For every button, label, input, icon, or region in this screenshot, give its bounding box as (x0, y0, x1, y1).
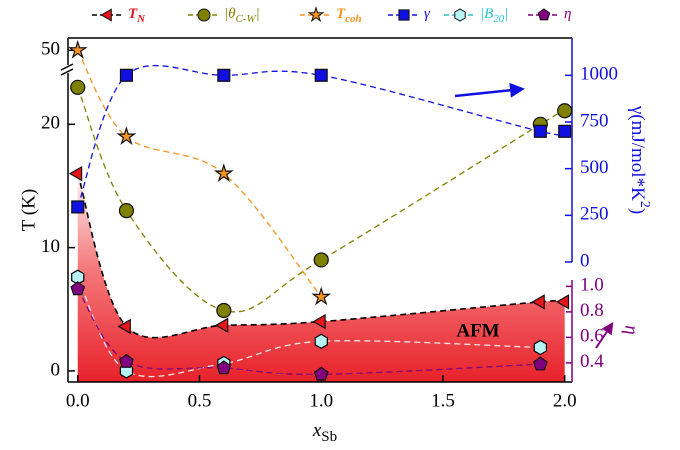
data-point (70, 281, 86, 296)
data-point (117, 318, 131, 335)
x-tick-label: 1.5 (431, 390, 455, 411)
legend-label: TN (128, 6, 146, 24)
text-part: coh (345, 13, 362, 25)
text-part: γ (424, 6, 431, 22)
y3-tick-label: 0.8 (580, 300, 604, 321)
data-point (71, 200, 85, 214)
text-part: T (128, 6, 138, 22)
y-tick-label: 0 (51, 359, 61, 380)
y-axis-label: T (K) (18, 189, 39, 231)
data-point (116, 126, 137, 145)
y3-tick-label: 0.4 (580, 351, 604, 372)
legend-marker (100, 8, 112, 22)
text-part: x (312, 420, 322, 441)
trend-curve (77, 288, 541, 376)
text-part: | (256, 6, 260, 22)
data-point (217, 68, 231, 82)
y-tick-label: 20 (41, 113, 60, 134)
x-tick-label: 0.5 (188, 390, 212, 411)
data-point (558, 124, 572, 138)
data-point (314, 68, 328, 82)
data-point (313, 252, 329, 268)
data-point (531, 294, 545, 310)
text-part: T (336, 6, 346, 22)
trend-curve (77, 87, 567, 313)
y-tick-label: 10 (41, 236, 60, 257)
y3-tick-label: 1.0 (580, 275, 604, 296)
x-tick-label: 1.0 (309, 390, 333, 411)
legend-label: η (564, 6, 571, 22)
text-part: |θ (224, 6, 236, 22)
data-point (119, 68, 133, 82)
data-point (314, 333, 328, 349)
text-part: ) (627, 208, 648, 214)
data-point (557, 103, 573, 119)
trend-curve (77, 276, 541, 378)
trend-curve (77, 50, 322, 298)
data-point (68, 165, 83, 182)
y2-axis-label: γ(mJ/mol*K2) (627, 105, 652, 214)
legend-marker (307, 6, 325, 23)
y2-tick-label: 0 (580, 250, 590, 271)
data-point (533, 124, 547, 138)
text-part: Sb (321, 429, 337, 445)
eta-arrow (595, 322, 614, 349)
data-point (118, 203, 135, 219)
data-point (216, 360, 232, 375)
text-part: | (504, 6, 508, 22)
data-point (119, 353, 134, 368)
x-tick-label: 0.0 (66, 390, 90, 411)
y3-axis-label: η (621, 325, 642, 334)
data-point (311, 286, 332, 306)
legend-label: Tcoh (336, 6, 362, 24)
axis-break (60, 68, 74, 76)
data-point (313, 366, 329, 381)
text-part: 2 (637, 201, 652, 208)
y2-tick-label: 1000 (580, 64, 618, 85)
data-point (214, 317, 229, 334)
data-point (312, 313, 326, 330)
y-tick-label: 50 (41, 39, 60, 60)
legend-label: |θC-W| (224, 6, 260, 24)
data-point (533, 339, 547, 356)
x-axis-label: xSb (312, 420, 337, 445)
text-part: γ(mJ/mol*K (627, 105, 648, 201)
y2-tick-label: 250 (580, 204, 609, 225)
data-point (67, 39, 88, 59)
trend-curve (77, 64, 567, 208)
axis-break (60, 63, 74, 71)
text-part: C-W (236, 13, 257, 25)
data-point (70, 79, 86, 95)
text-part: N (136, 13, 146, 25)
x-tick-label: 2.0 (553, 390, 577, 411)
legend-marker (398, 9, 410, 21)
data-point (213, 163, 234, 182)
data-point (532, 356, 548, 371)
y3-tick-label: 0.6 (580, 326, 604, 347)
legend-label: |B20| (480, 6, 508, 24)
gamma-arrow (454, 82, 525, 98)
text-part: 20 (493, 13, 505, 25)
annotation: AFM (456, 320, 499, 341)
data-point (555, 294, 570, 310)
legend-marker (537, 8, 551, 21)
text-part: η (564, 6, 571, 22)
axis-break-gap (63, 64, 73, 73)
legend-marker (454, 8, 466, 22)
data-point (216, 302, 232, 319)
y2-tick-label: 750 (580, 110, 609, 131)
legend-label: γ (424, 6, 431, 22)
legend-marker (197, 8, 211, 22)
afm-area (77, 173, 567, 382)
text-part: |B (480, 6, 493, 22)
y2-tick-label: 500 (580, 157, 609, 178)
